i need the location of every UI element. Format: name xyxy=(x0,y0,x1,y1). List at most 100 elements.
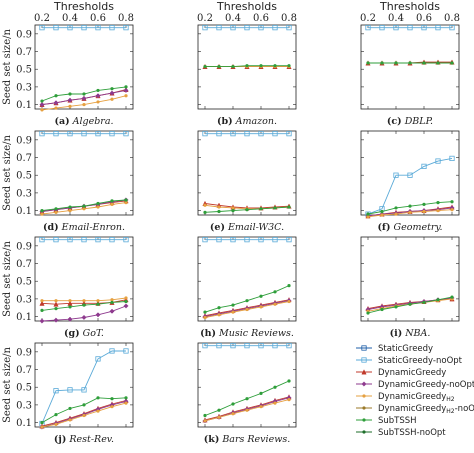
caption-title: Email-Enron. xyxy=(61,222,125,233)
plot-frame xyxy=(34,24,134,110)
data-point xyxy=(81,387,87,393)
legend-label: DynamicGreedyH2 xyxy=(378,392,455,403)
data-point xyxy=(449,25,455,31)
data-point xyxy=(245,408,249,412)
data-point xyxy=(39,300,45,306)
data-point xyxy=(95,356,101,362)
data-point xyxy=(394,206,398,210)
legend-marker xyxy=(362,406,366,410)
data-point xyxy=(68,208,72,213)
data-point xyxy=(217,408,221,412)
data-point xyxy=(436,298,440,302)
data-point xyxy=(81,314,87,321)
data-point xyxy=(273,302,277,306)
data-point xyxy=(40,108,44,112)
data-point xyxy=(436,208,440,213)
y-tick-label: 0.1 xyxy=(16,418,32,429)
x-tick-label: 0.6 xyxy=(416,13,432,24)
caption-letter: (g) xyxy=(64,328,80,339)
subplot-k: (k) Bars Reviews. xyxy=(197,342,297,445)
caption-title: Geometry. xyxy=(394,222,443,233)
data-point xyxy=(68,418,72,422)
data-point xyxy=(408,210,412,214)
data-point xyxy=(272,131,278,137)
legend-label: SubTSSH-noOpt xyxy=(378,428,446,438)
y-tick-label: 0.3 xyxy=(16,400,32,411)
caption-letter: (a) xyxy=(54,116,69,127)
data-point xyxy=(40,308,44,312)
data-point xyxy=(286,25,292,31)
data-point xyxy=(259,405,263,409)
y-tick-label: 0.9 xyxy=(16,135,32,146)
y-tick-label: 0.9 xyxy=(16,347,32,358)
data-point xyxy=(124,401,128,405)
caption-title: Amazon. xyxy=(235,116,277,127)
caption-title: DBLP. xyxy=(404,116,433,127)
data-point xyxy=(230,25,236,31)
subplot-d: 0.1 0.3 0.5 0.7 0.9 (d) Email-Enron. xyxy=(16,130,134,233)
subplot-g: 0.1 0.3 0.5 0.7 0.9 (g) GoT. xyxy=(16,236,134,339)
plot-frame xyxy=(197,24,297,110)
data-point xyxy=(40,212,44,216)
data-point xyxy=(273,206,277,210)
data-point xyxy=(380,213,384,217)
data-point xyxy=(203,64,207,69)
data-point xyxy=(40,420,44,425)
plot-frame xyxy=(197,130,297,216)
data-point xyxy=(40,425,44,429)
data-point xyxy=(53,301,59,307)
y-tick-label: 0.5 xyxy=(16,171,32,182)
subplot-caption: (d) Email-Enron. xyxy=(43,222,125,233)
data-point xyxy=(258,25,264,31)
subplot-f: (f) Geometry. xyxy=(360,130,460,233)
y-tick-label: 0.7 xyxy=(16,47,32,58)
data-point xyxy=(217,415,221,419)
data-point xyxy=(68,92,72,96)
data-point xyxy=(53,131,59,137)
data-point xyxy=(68,104,72,108)
data-point xyxy=(380,209,384,214)
data-point xyxy=(245,397,249,401)
data-point xyxy=(379,25,385,31)
data-point xyxy=(394,61,398,65)
data-point xyxy=(110,87,114,91)
data-point xyxy=(231,206,235,210)
data-point xyxy=(287,299,291,304)
data-point xyxy=(109,25,115,31)
data-point xyxy=(67,131,73,137)
x-tick-label: 0.6 xyxy=(253,13,269,24)
data-point xyxy=(202,25,208,31)
data-point xyxy=(450,208,454,212)
subplot-caption: (g) GoT. xyxy=(64,328,104,339)
caption-title: Email-W3C. xyxy=(227,222,284,233)
data-point xyxy=(96,302,100,306)
data-point xyxy=(95,93,101,99)
data-point xyxy=(124,296,128,300)
data-point xyxy=(273,385,277,389)
data-point xyxy=(124,198,128,202)
y-tick-label: 0.3 xyxy=(16,294,32,305)
plot-frame xyxy=(34,342,134,428)
data-point xyxy=(39,102,45,108)
data-point xyxy=(286,343,292,349)
data-point xyxy=(449,155,455,162)
caption-letter: (k) xyxy=(204,434,220,445)
data-point xyxy=(366,215,370,219)
data-point xyxy=(407,25,413,31)
data-point xyxy=(67,97,73,103)
series-line-staticgreedy-noopt xyxy=(41,350,126,424)
data-point xyxy=(407,172,413,178)
y-tick-label: 0.1 xyxy=(16,312,32,323)
y-tick-label: 0.7 xyxy=(16,365,32,376)
data-point xyxy=(67,387,73,393)
data-point xyxy=(96,88,100,93)
data-point xyxy=(110,405,114,409)
data-point xyxy=(203,310,207,314)
data-point xyxy=(110,202,114,206)
data-point xyxy=(408,204,412,208)
data-point xyxy=(81,25,87,31)
x-tick-label: 0.8 xyxy=(444,13,460,24)
data-point xyxy=(258,343,264,349)
data-point xyxy=(54,413,58,417)
data-point xyxy=(217,205,221,209)
